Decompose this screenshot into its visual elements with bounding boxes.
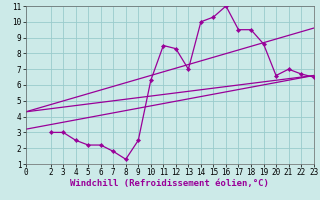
X-axis label: Windchill (Refroidissement éolien,°C): Windchill (Refroidissement éolien,°C) <box>70 179 269 188</box>
